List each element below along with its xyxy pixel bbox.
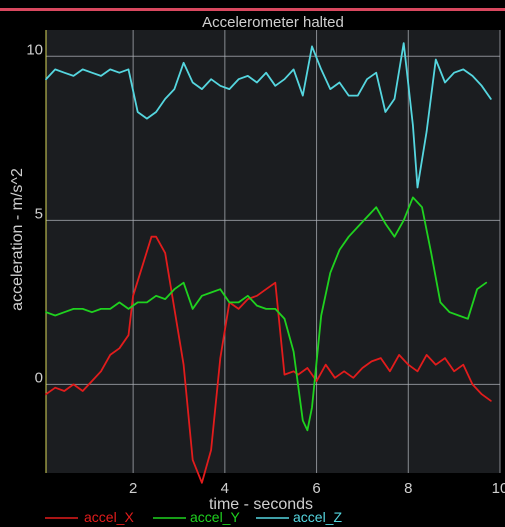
- top-bar: [0, 0, 505, 8]
- series-line-accel-x: [45, 235, 492, 484]
- legend-label-accel-z: accel_Z: [293, 509, 342, 525]
- x-tick-label-6: 6: [312, 480, 320, 497]
- series-lines: [45, 42, 492, 484]
- chart-title: Accelerometer halted: [202, 14, 344, 31]
- y-tick-label-0: 0: [35, 369, 43, 386]
- y-axis-label: acceleration - m/s^2: [9, 168, 26, 311]
- y-tick-label-10: 10: [26, 41, 43, 58]
- tick-labels: 2 4 6 8 10 0 5 10: [26, 41, 505, 497]
- accelerometer-chart: 2 4 6 8 10 0 5 10 Accelerometer halted time - s…: [0, 11, 505, 527]
- x-tick-label-8: 8: [404, 480, 412, 497]
- legend: accel_X accel_Y accel_Z: [45, 509, 342, 525]
- legend-label-accel-y: accel_Y: [190, 509, 240, 525]
- x-tick-label-4: 4: [221, 480, 229, 497]
- y-tick-label-5: 5: [35, 205, 43, 222]
- x-tick-label-2: 2: [129, 480, 137, 497]
- series-line-accel-z: [45, 42, 492, 189]
- plot-area: [46, 30, 500, 473]
- x-tick-label-10: 10: [492, 480, 505, 497]
- top-accent-line: [0, 8, 505, 11]
- x-axis-label: time - seconds: [209, 496, 313, 513]
- series-line-accel-y: [45, 196, 488, 432]
- legend-label-accel-x: accel_X: [84, 509, 134, 525]
